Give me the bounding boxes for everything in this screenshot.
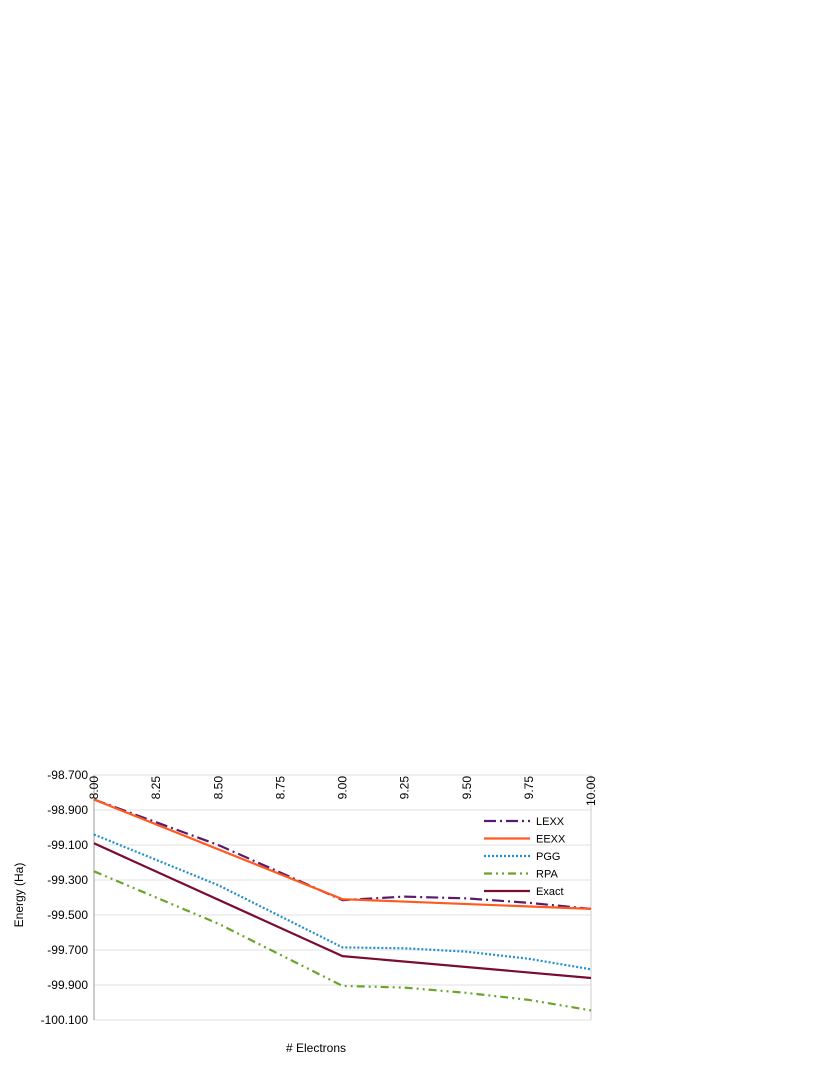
y-tick-label: -100.100 [41,1013,89,1027]
legend-label: Exact [536,886,564,898]
x-tick-label: 8.25 [149,776,163,800]
y-tick-label: -99.700 [47,943,88,957]
y-axis-label: Energy (Ha) [12,863,26,928]
legend-label: PGG [536,851,560,863]
grid-lines [94,774,591,1021]
series-line-eexx [93,798,592,910]
y-tick-label: -99.100 [47,838,88,852]
x-tick-label: 9.00 [336,776,350,800]
x-tick-labels: 8.00 8.25 8.50 8.75 9.00 9.25 9.50 9.75 10.00 [87,776,598,806]
y-tick-label: -99.500 [47,908,88,922]
x-tick-label: 8.00 [87,776,101,800]
series-line-lexx [93,798,592,910]
legend-label: LEXX [536,816,565,828]
series-line-exact [93,842,592,980]
legend-label: RPA [536,869,558,881]
x-axis-label: # Electrons [286,1041,346,1055]
series-lines [93,798,592,1012]
y-tick-label: -99.300 [47,873,88,887]
x-tick-label: 9.75 [522,776,536,800]
legend-label: EEXX [536,834,566,846]
x-tick-label: 9.25 [398,776,412,800]
x-tick-label: 9.50 [460,776,474,800]
y-tick-label: -98.700 [47,768,88,782]
x-tick-label: 8.75 [273,776,287,800]
axes [93,775,592,1020]
y-tick-label: -99.900 [47,978,88,992]
legend: LEXX EEXX PGG RPA Exact [484,816,566,898]
series-line-pgg [93,833,592,971]
series-line-rpa [93,870,592,1012]
y-tick-labels: -98.700 -98.900 -99.100 -99.300 -99.500 -99.7… [41,768,89,1027]
x-tick-label: 8.50 [211,776,225,800]
y-tick-label: -98.900 [47,803,88,817]
x-tick-label: 10.00 [584,776,598,806]
